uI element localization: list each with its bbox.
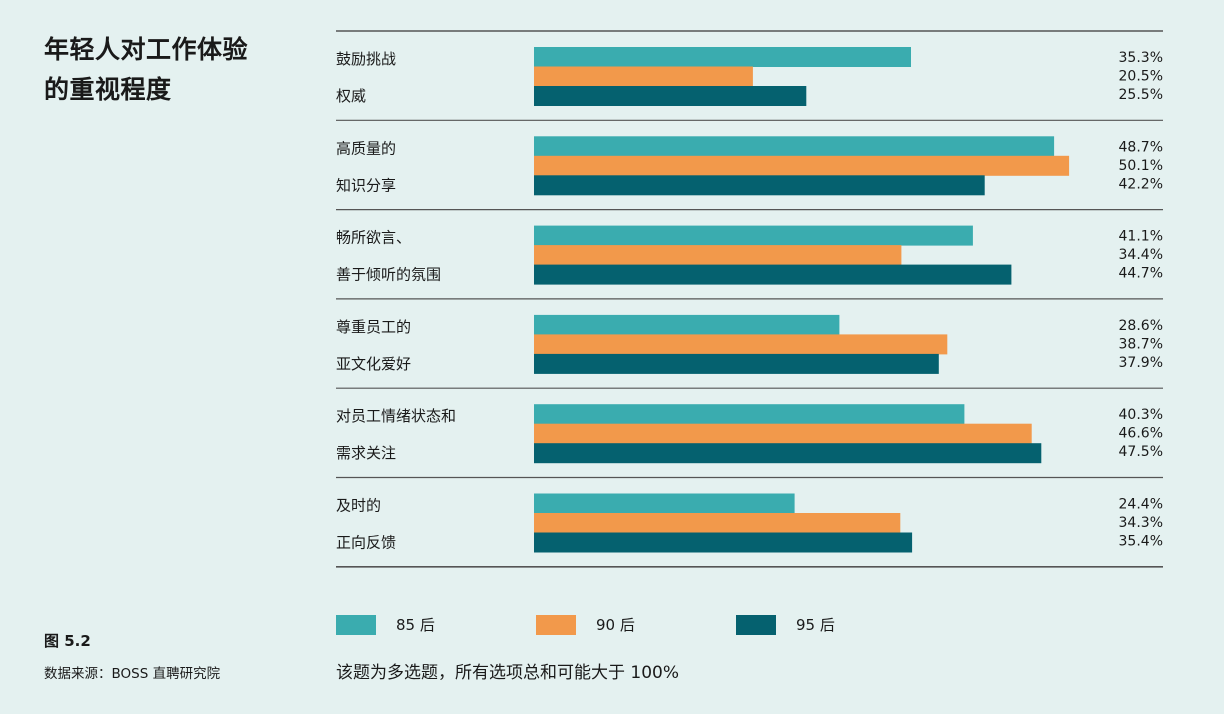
bar (534, 404, 965, 425)
data-label: 44.7% (1119, 266, 1163, 282)
bar (534, 532, 913, 553)
bar (534, 314, 840, 335)
category-label: 亚文化爱好 (336, 355, 411, 373)
legend-label-90: 90 后 (596, 616, 635, 634)
category-label: 高质量的 (336, 139, 396, 157)
category-label: 尊重员工的 (336, 318, 411, 336)
category-label: 对员工情绪状态和 (336, 407, 456, 425)
bar (534, 225, 973, 246)
data-label: 48.7% (1119, 139, 1163, 155)
data-label: 40.3% (1119, 407, 1163, 423)
category-label: 善于倾听的氛围 (336, 266, 441, 284)
data-label: 24.4% (1119, 497, 1163, 513)
data-label: 47.5% (1119, 444, 1163, 460)
data-label: 28.6% (1119, 318, 1163, 334)
data-label: 50.1% (1119, 158, 1163, 174)
category-label: 畅所欲言、 (336, 229, 411, 247)
bar (534, 334, 948, 355)
legend-swatch-90 (536, 614, 576, 635)
data-label: 46.6% (1119, 426, 1163, 442)
bar (534, 66, 753, 87)
data-label: 35.3% (1119, 50, 1163, 66)
data-label: 41.1% (1119, 229, 1163, 245)
category-label: 知识分享 (336, 176, 396, 194)
bar (534, 86, 807, 106)
data-label: 25.5% (1119, 87, 1163, 103)
category-label: 鼓励挑战 (336, 50, 396, 68)
legend-item-90: 90 后 (536, 614, 736, 635)
legend-item-95: 95 后 (736, 614, 835, 635)
legend-label-85: 85 后 (396, 616, 435, 634)
category-label: 需求关注 (336, 444, 396, 462)
bar (534, 423, 1032, 444)
bar (534, 155, 1070, 176)
bar (534, 443, 1042, 464)
chart-note: 该题为多选题，所有选项总和可能大于 100% (336, 663, 680, 683)
data-label: 42.2% (1119, 176, 1163, 192)
legend-swatch-85 (336, 614, 376, 635)
bar (534, 353, 939, 374)
data-label: 34.4% (1119, 247, 1163, 263)
data-label: 35.4% (1119, 534, 1163, 550)
legend-swatch-95 (736, 614, 776, 635)
data-label: 34.3% (1119, 515, 1163, 531)
source-text: 数据来源：BOSS 直聘研究院 (44, 666, 221, 682)
legend-item-85: 85 后 (336, 614, 536, 635)
bar (534, 493, 795, 514)
category-label: 及时的 (336, 497, 381, 515)
bar (534, 245, 902, 266)
category-label: 正向反馈 (336, 534, 396, 552)
category-label: 权威 (336, 87, 366, 105)
legend: 85 后 90 后 95 后 (336, 614, 835, 635)
data-label: 38.7% (1119, 336, 1163, 352)
bar (534, 175, 985, 196)
bar (534, 136, 1055, 157)
bar (534, 513, 901, 533)
legend-label-95: 95 后 (796, 616, 835, 634)
data-label: 37.9% (1119, 355, 1163, 371)
figure-label: 图 5.2 (44, 632, 91, 650)
bar (534, 264, 1012, 285)
chart-title: 年轻人对工作体验 的重视程度 (44, 35, 249, 104)
data-label: 20.5% (1119, 69, 1163, 85)
bar (534, 47, 911, 67)
